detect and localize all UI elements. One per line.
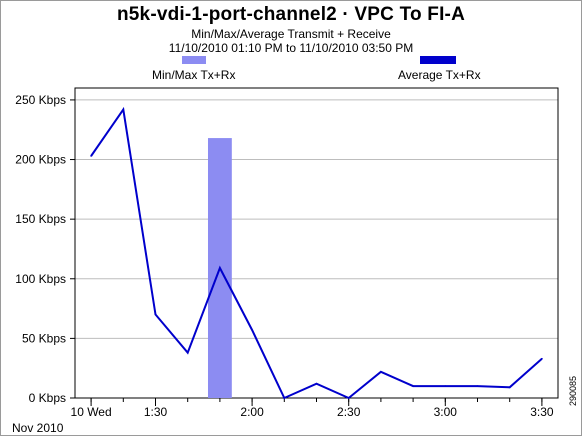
data-point [90, 155, 92, 157]
y-tick-label: 250 Kbps [15, 93, 66, 107]
data-point [122, 108, 125, 111]
x-tick-label: 2:00 [240, 405, 264, 419]
plot-border [74, 87, 559, 399]
data-point [219, 267, 221, 269]
series-line-average [90, 106, 543, 400]
y-tick-label: 200 Kbps [15, 153, 66, 167]
x-tick-label: 1:30 [144, 405, 168, 419]
y-tick-label: 50 Kbps [22, 331, 66, 345]
chart-date-range: 11/10/2010 01:10 PM to 11/10/2010 03:50 … [168, 41, 414, 55]
legend-minmax-swatch [182, 56, 206, 64]
x-tick-label: 10 Wed [71, 405, 112, 419]
data-point [541, 357, 543, 360]
y-tick-label: 150 Kbps [15, 212, 66, 226]
data-point [154, 313, 157, 316]
data-point [315, 382, 318, 385]
chart-title: n5k-vdi-1-port-channel2 · VPC To FI-A [116, 4, 465, 25]
y-tick-label: 0 Kbps [29, 391, 66, 405]
x-date-label: Nov 2010 [12, 421, 64, 435]
legend-minmax-label: Min/Max Tx+Rx [152, 68, 236, 82]
x-tick-label: 3:30 [530, 405, 554, 419]
legend-average-swatch [420, 56, 456, 64]
y-tick-label: 100 Kbps [15, 272, 66, 286]
data-point [444, 385, 447, 387]
chart-subtitle: Min/Max/Average Transmit + Receive [191, 27, 391, 41]
data-point [476, 385, 479, 387]
data-point [508, 386, 511, 389]
data-point [347, 397, 350, 399]
data-point [380, 370, 382, 373]
x-tick-label: 3:00 [434, 405, 458, 419]
data-point [412, 385, 414, 387]
data-point [251, 329, 253, 331]
x-tick-label: 2:30 [337, 405, 361, 419]
data-point [283, 397, 286, 399]
data-point [186, 351, 189, 354]
legend-average-label: Average Tx+Rx [398, 68, 481, 82]
figure-id: 290085 [568, 375, 578, 406]
